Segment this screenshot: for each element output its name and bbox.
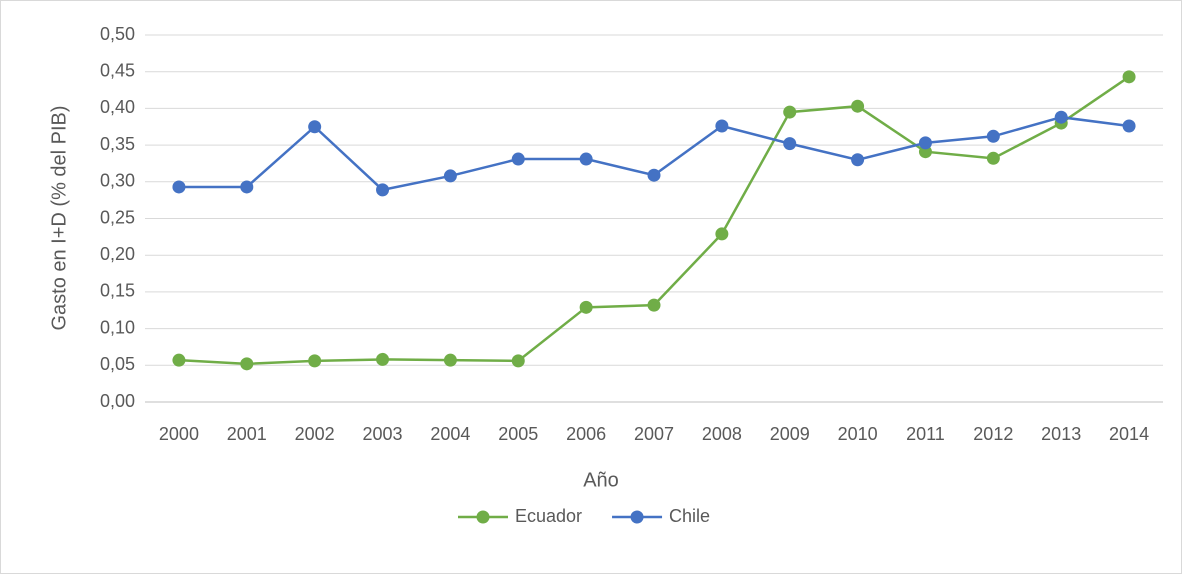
data-point xyxy=(579,300,593,314)
data-point xyxy=(647,298,661,312)
data-point xyxy=(1122,119,1136,133)
legend-label: Chile xyxy=(669,506,710,526)
data-point xyxy=(308,354,322,368)
legend-label: Ecuador xyxy=(515,506,582,526)
x-tick-label: 2004 xyxy=(430,424,470,444)
legend-marker xyxy=(630,510,644,524)
y-tick-label: 0,30 xyxy=(100,171,135,191)
data-point xyxy=(376,352,390,366)
y-tick-label: 0,00 xyxy=(100,391,135,411)
data-point xyxy=(511,152,525,166)
data-point xyxy=(715,119,729,133)
data-point xyxy=(443,353,457,367)
y-tick-label: 0,05 xyxy=(100,354,135,374)
y-tick-label: 0,50 xyxy=(100,24,135,44)
y-tick-label: 0,15 xyxy=(100,281,135,301)
x-tick-label: 2009 xyxy=(770,424,810,444)
data-point xyxy=(443,169,457,183)
x-tick-label: 2008 xyxy=(702,424,742,444)
data-point xyxy=(1122,70,1136,84)
y-tick-label: 0,10 xyxy=(100,317,135,337)
data-point xyxy=(240,357,254,371)
data-point xyxy=(851,153,865,167)
data-point xyxy=(240,180,254,194)
data-point xyxy=(647,168,661,182)
x-tick-label: 2000 xyxy=(159,424,199,444)
data-point xyxy=(918,136,932,150)
data-point xyxy=(783,105,797,119)
data-point xyxy=(308,120,322,134)
x-tick-label: 2003 xyxy=(363,424,403,444)
y-axis-title: Gasto en I+D (% del PIB) xyxy=(48,105,70,330)
x-tick-label: 2010 xyxy=(838,424,878,444)
data-point xyxy=(851,99,865,113)
legend-marker xyxy=(476,510,490,524)
x-tick-label: 2006 xyxy=(566,424,606,444)
x-tick-label: 2005 xyxy=(498,424,538,444)
data-point xyxy=(579,152,593,166)
data-point xyxy=(172,180,186,194)
x-tick-label: 2001 xyxy=(227,424,267,444)
y-tick-label: 0,20 xyxy=(100,244,135,264)
x-axis-title: Año xyxy=(583,469,619,491)
data-point xyxy=(986,129,1000,143)
x-tick-label: 2007 xyxy=(634,424,674,444)
data-point xyxy=(511,354,525,368)
y-tick-label: 0,35 xyxy=(100,134,135,154)
y-tick-label: 0,25 xyxy=(100,207,135,227)
data-point xyxy=(715,227,729,241)
data-point xyxy=(376,183,390,197)
data-point xyxy=(172,353,186,367)
x-tick-label: 2013 xyxy=(1041,424,1081,444)
x-tick-label: 2014 xyxy=(1109,424,1149,444)
data-point xyxy=(986,151,1000,165)
x-tick-label: 2002 xyxy=(295,424,335,444)
data-point xyxy=(783,137,797,151)
data-point xyxy=(1054,110,1068,124)
x-tick-label: 2011 xyxy=(906,424,945,444)
y-tick-label: 0,40 xyxy=(100,97,135,117)
x-tick-label: 2012 xyxy=(973,424,1013,444)
y-tick-label: 0,45 xyxy=(100,60,135,80)
